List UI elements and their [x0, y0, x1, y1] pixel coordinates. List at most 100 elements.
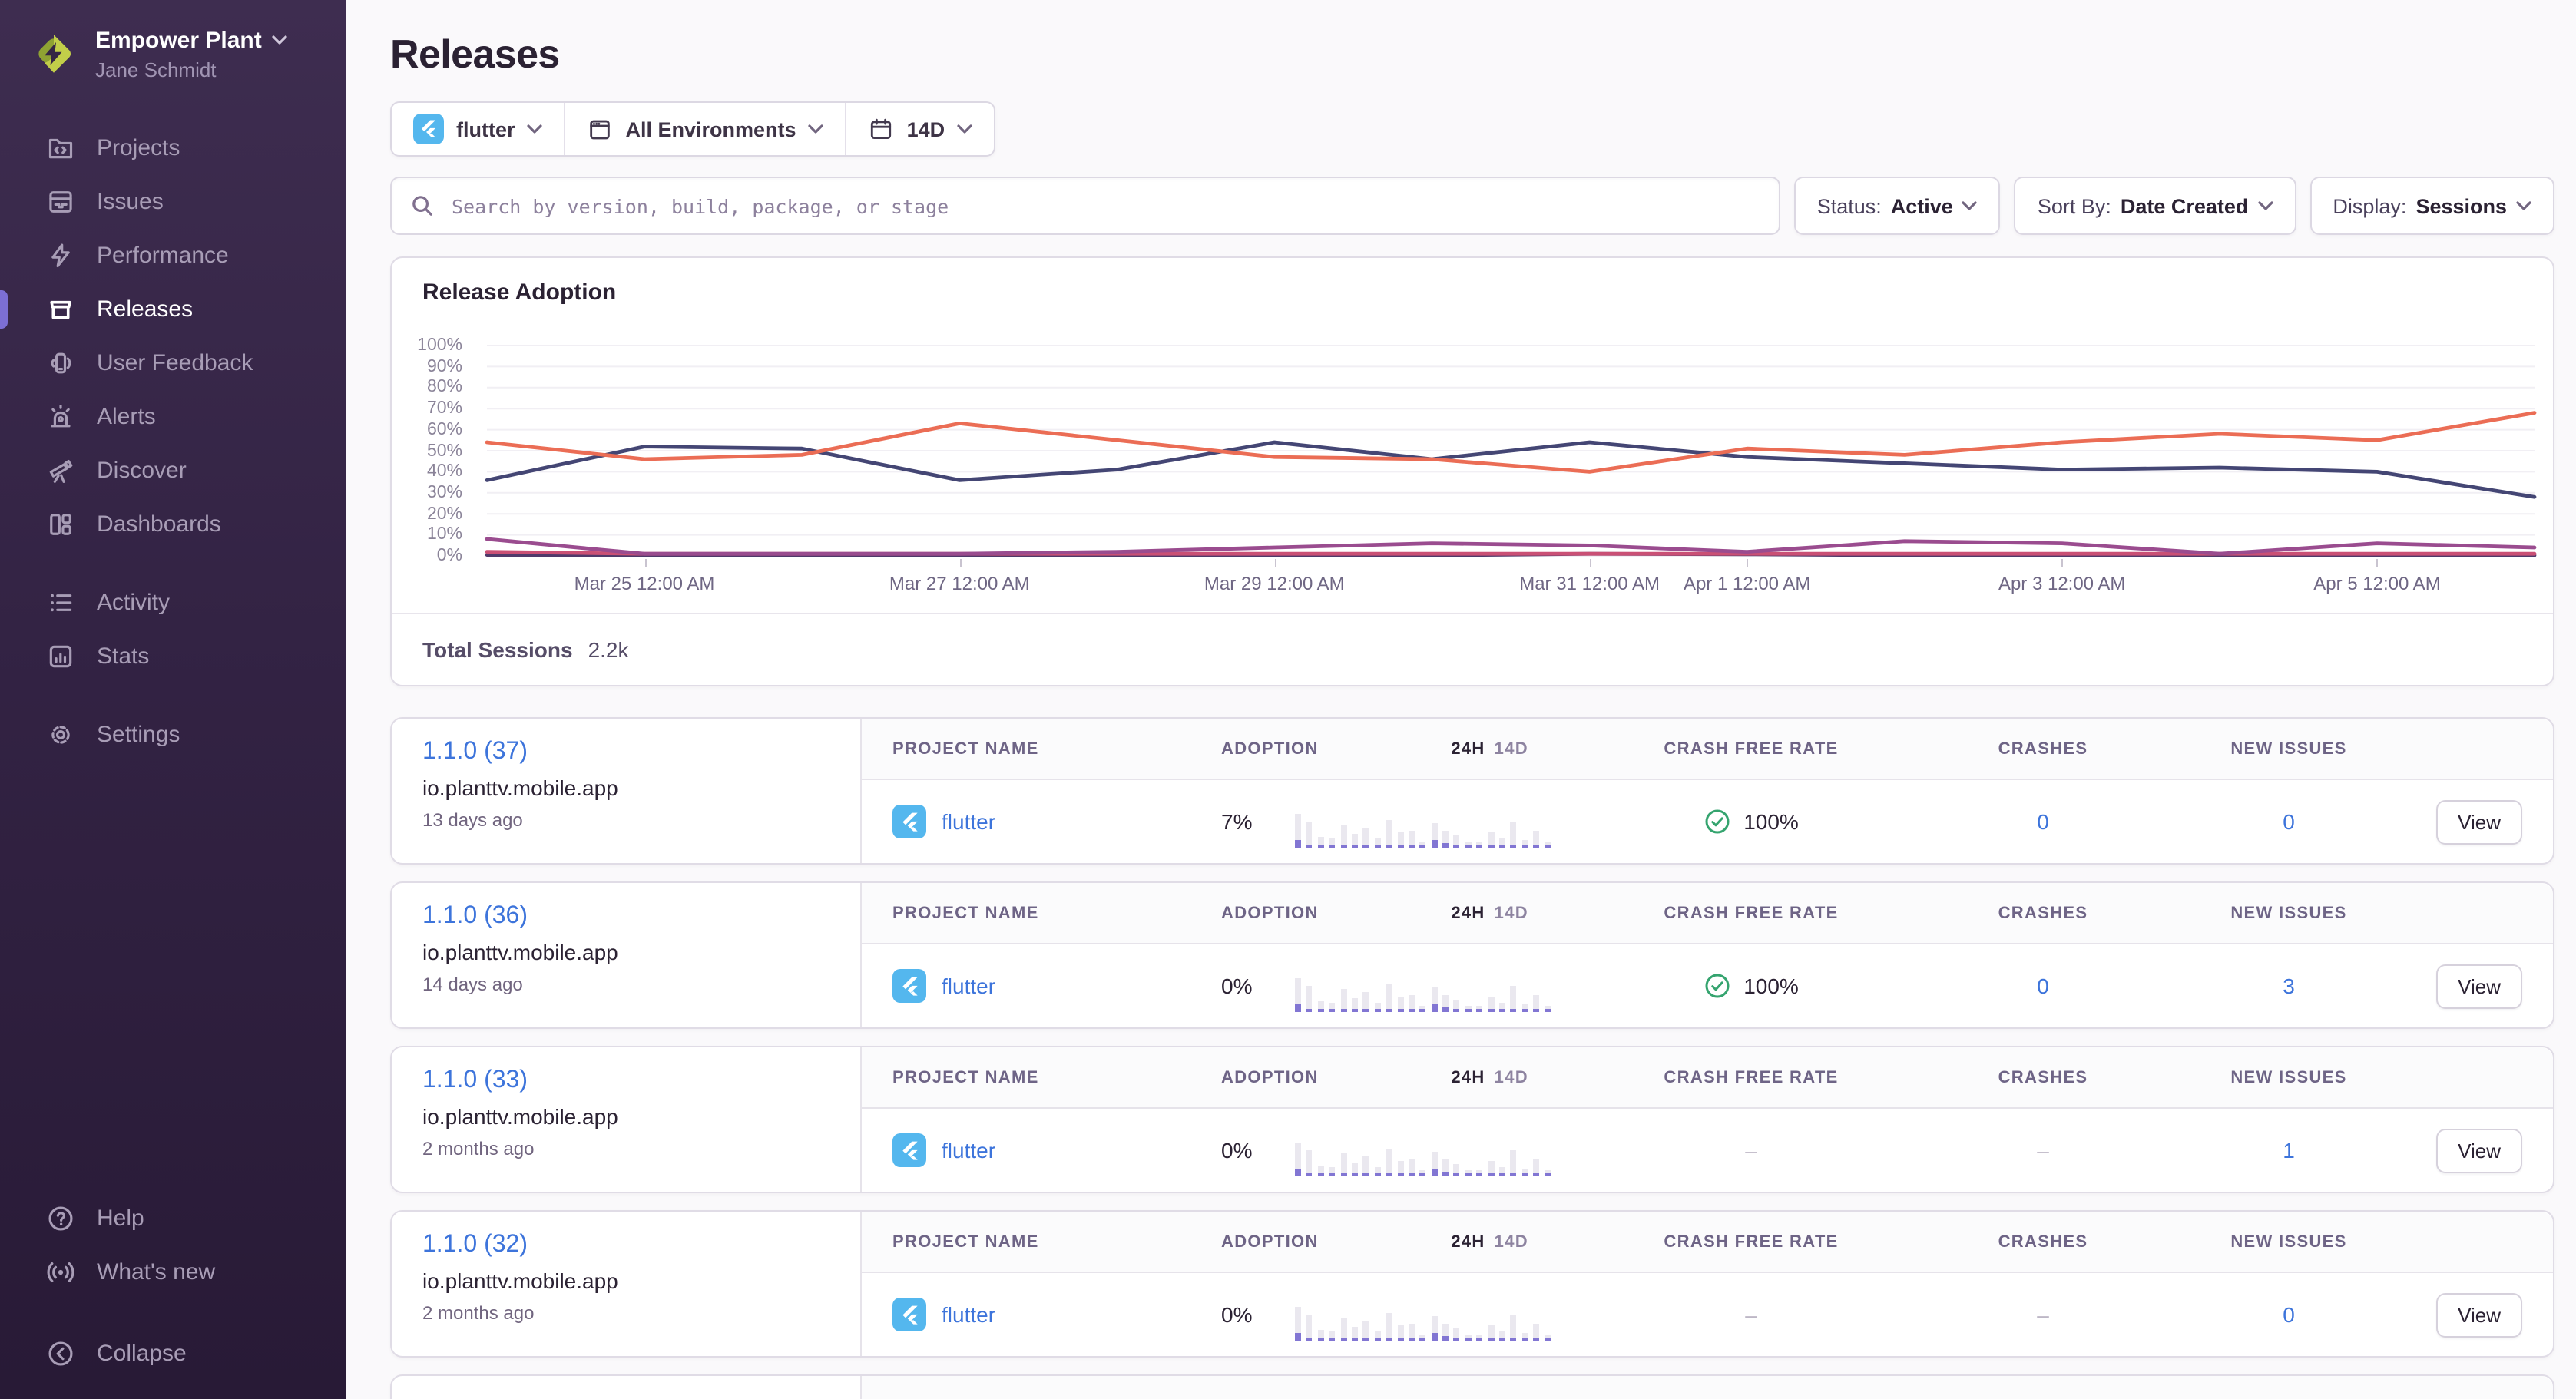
- sidebar-item-activity[interactable]: Activity: [0, 576, 346, 630]
- sidebar-item-label: Dashboards: [97, 511, 221, 537]
- view-button[interactable]: View: [2436, 1292, 2522, 1337]
- total-sessions-label: Total Sessions: [422, 637, 573, 662]
- sidebar-footer: Help What's new Collapse: [0, 1192, 346, 1399]
- check-circle-icon: [1704, 808, 1731, 835]
- release-table-header: PROJECT NAME ADOPTION 24H 14D CRASH FREE…: [862, 719, 2553, 780]
- col-project-name: PROJECT NAME: [892, 1232, 1039, 1251]
- sidebar-item-label: Issues: [97, 189, 164, 215]
- sidebar-collapse-button[interactable]: Collapse: [0, 1327, 346, 1381]
- dashboards-icon: [46, 510, 75, 539]
- sidebar-item-help[interactable]: Help: [0, 1192, 346, 1245]
- adoption-sparkline[interactable]: [1295, 960, 1556, 1012]
- col-adoption-label: ADOPTION: [1221, 1232, 1319, 1251]
- release-card: 1.1.0 (33) io.planttv.mobile.app 2 month…: [390, 1046, 2554, 1193]
- flutter-icon: [892, 969, 926, 1003]
- org-meta: Empower Plant Jane Schmidt: [95, 28, 288, 81]
- release-version-link[interactable]: 1.1.0 (32): [422, 1232, 528, 1258]
- flutter-icon: [413, 114, 444, 144]
- crashes-count-link[interactable]: –: [2037, 1302, 2049, 1327]
- new-issues-count-link[interactable]: 0: [2283, 1302, 2295, 1327]
- crashes-count-link[interactable]: –: [2037, 1138, 2049, 1163]
- release-age: 2 months ago: [422, 1138, 535, 1159]
- project-link[interactable]: flutter: [942, 809, 996, 834]
- chevron-down-icon: [273, 35, 288, 45]
- adoption-percent: 0%: [1221, 1302, 1253, 1327]
- new-issues-count-link[interactable]: 0: [2283, 809, 2295, 834]
- sidebar-item-label: Projects: [97, 135, 180, 161]
- search-box[interactable]: [390, 177, 1780, 235]
- new-issues-count-link[interactable]: 3: [2283, 974, 2295, 998]
- toggle-24h[interactable]: 24H: [1451, 1068, 1485, 1086]
- view-button[interactable]: View: [2436, 799, 2522, 844]
- activity-icon: [46, 588, 75, 617]
- adoption-sparkline[interactable]: [1295, 1288, 1556, 1341]
- crashes-count-link[interactable]: 0: [2037, 974, 2049, 998]
- org-switcher[interactable]: Empower Plant Jane Schmidt: [0, 0, 346, 97]
- chevron-down-icon: [2257, 200, 2273, 210]
- view-button[interactable]: View: [2436, 964, 2522, 1008]
- project-link[interactable]: flutter: [942, 1138, 996, 1163]
- project-filter[interactable]: flutter: [392, 103, 565, 155]
- sidebar: Empower Plant Jane Schmidt Projects Issu…: [0, 0, 346, 1399]
- status-filter-button[interactable]: Status: Active: [1793, 177, 2001, 235]
- sidebar-item-stats[interactable]: Stats: [0, 630, 346, 683]
- discover-icon: [46, 456, 75, 485]
- adoption-sparkline[interactable]: [1295, 1124, 1556, 1176]
- flutter-icon: [892, 1133, 926, 1167]
- release-meta: 1.1.0 (32) io.planttv.mobile.app 2 month…: [392, 1212, 862, 1356]
- adoption-percent: 0%: [1221, 1138, 1253, 1163]
- toggle-14d[interactable]: 14D: [1494, 1232, 1528, 1251]
- release-version-link[interactable]: 1.1.0 (36): [422, 903, 528, 929]
- crashes-count-link[interactable]: 0: [2037, 809, 2049, 834]
- search-input[interactable]: [449, 193, 1760, 219]
- window-icon: [590, 119, 611, 139]
- view-button[interactable]: View: [2436, 1128, 2522, 1172]
- toggle-14d[interactable]: 14D: [1494, 904, 1528, 922]
- toggle-24h[interactable]: 24H: [1451, 904, 1485, 922]
- release-version-link[interactable]: 1.1.0 (37): [422, 739, 528, 765]
- release-adoption-chart[interactable]: Release Adoption 0% 10% 20% 30% 40% 50% 60% 70%…: [392, 258, 2553, 614]
- sidebar-item-releases[interactable]: Releases: [0, 283, 346, 336]
- toggle-24h[interactable]: 24H: [1451, 1232, 1485, 1251]
- sidebar-item-whats-new[interactable]: What's new: [0, 1245, 346, 1299]
- sidebar-item-issues[interactable]: Issues: [0, 175, 346, 229]
- display-button[interactable]: Display: Sessions: [2309, 177, 2554, 235]
- col-adoption-label: ADOPTION: [1221, 904, 1319, 922]
- release-package: io.planttv.mobile.app: [422, 940, 618, 964]
- chevron-down-icon: [2516, 200, 2531, 210]
- sidebar-item-label: What's new: [97, 1259, 216, 1285]
- adoption-range-toggle: 24H 14D: [1451, 1232, 1528, 1251]
- sidebar-item-discover[interactable]: Discover: [0, 444, 346, 498]
- adoption-sparkline[interactable]: [1295, 795, 1556, 848]
- toggle-14d[interactable]: 14D: [1494, 1068, 1528, 1086]
- collapse-icon: [46, 1339, 75, 1368]
- toggle-14d[interactable]: 14D: [1494, 739, 1528, 758]
- sidebar-item-label: Performance: [97, 243, 229, 269]
- environment-filter[interactable]: All Environments: [564, 103, 846, 155]
- sidebar-item-dashboards[interactable]: Dashboards: [0, 498, 346, 551]
- sidebar-item-performance[interactable]: Performance: [0, 229, 346, 283]
- sort-by-button[interactable]: Sort By: Date Created: [2014, 177, 2296, 235]
- collapse-label: Collapse: [97, 1341, 187, 1367]
- new-issues-count-link[interactable]: 1: [2283, 1138, 2295, 1163]
- project-link[interactable]: flutter: [942, 1302, 996, 1327]
- release-version-link[interactable]: 1.1.0 (33): [422, 1067, 528, 1093]
- sidebar-item-user-feedback[interactable]: User Feedback: [0, 336, 346, 390]
- sidebar-item-label: Discover: [97, 458, 187, 484]
- date-range-filter[interactable]: 14D: [845, 103, 995, 155]
- col-adoption-label: ADOPTION: [1221, 739, 1319, 758]
- crash-free-value: –: [1745, 1302, 1757, 1327]
- chart-plot-area[interactable]: [487, 346, 2535, 556]
- sidebar-item-settings[interactable]: Settings: [0, 708, 346, 762]
- toggle-24h[interactable]: 24H: [1451, 739, 1485, 758]
- col-new-issues: NEW ISSUES: [2230, 1068, 2347, 1086]
- release-age: 14 days ago: [422, 974, 523, 995]
- sidebar-item-projects[interactable]: Projects: [0, 121, 346, 175]
- sidebar-item-alerts[interactable]: Alerts: [0, 390, 346, 444]
- project-link[interactable]: flutter: [942, 974, 996, 998]
- stats-icon: [46, 642, 75, 671]
- project-filter-value: flutter: [456, 117, 515, 141]
- col-adoption: ADOPTION 24H 14D: [1221, 1068, 1574, 1086]
- col-project-name: PROJECT NAME: [892, 739, 1039, 758]
